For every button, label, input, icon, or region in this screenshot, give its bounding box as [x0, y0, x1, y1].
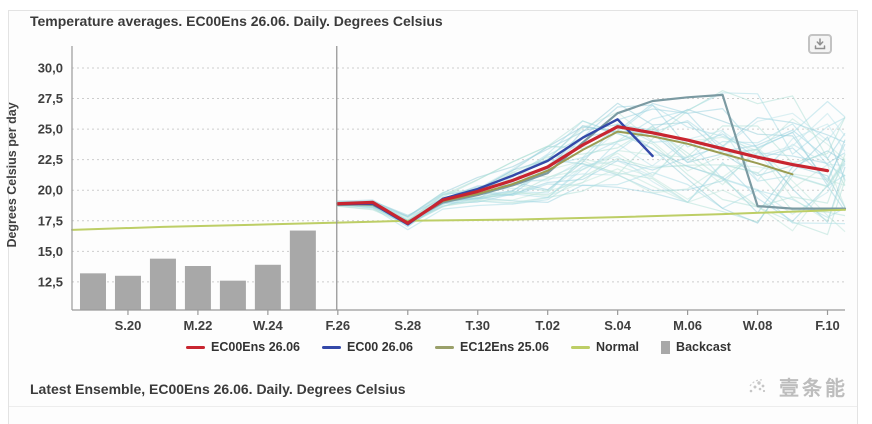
y-tick-label: 12,5 — [38, 274, 63, 289]
legend-item-backcast[interactable]: Backcast — [661, 340, 731, 354]
y-tick-label: 20,0 — [38, 183, 63, 198]
x-tick-label: F.26 — [326, 318, 351, 333]
legend-label: EC00 26.06 — [346, 340, 414, 354]
y-axis-title: Degrees Celsius per day — [5, 102, 19, 247]
x-tick-label: F.10 — [815, 318, 840, 333]
legend-label: EC12Ens 25.06 — [460, 340, 549, 354]
legend-item-ec12ens-25-06[interactable]: EC12Ens 25.06 — [435, 340, 549, 354]
ensemble-member-line[interactable] — [337, 146, 846, 233]
x-tick-label: S.28 — [394, 318, 421, 333]
download-icon — [814, 38, 826, 50]
legend-line-marker — [435, 345, 455, 349]
chart-title: Temperature averages. EC00Ens 26.06. Dai… — [30, 13, 443, 29]
temperature-chart: 30,0 27,5 25,0 22,5 20,0 17,5 15,0 12,5 S.20 M.22… — [5, 46, 847, 333]
y-tick-label: 17,5 — [38, 213, 63, 228]
chart-widget — [8, 10, 858, 424]
backcast-bar[interactable] — [219, 280, 246, 310]
backcast-bar[interactable] — [79, 273, 106, 310]
backcast-bar[interactable] — [114, 275, 141, 310]
legend-bar-marker — [661, 340, 671, 354]
next-section-title: Latest Ensemble, EC00Ens 26.06. Daily. D… — [30, 381, 406, 397]
ensemble-member-line[interactable] — [337, 108, 846, 216]
export-button[interactable] — [808, 34, 832, 54]
y-tick-label: 15,0 — [38, 244, 63, 259]
y-tick-label: 27,5 — [38, 91, 63, 106]
y-tick-label: 25,0 — [38, 122, 63, 137]
legend-item-normal[interactable]: Normal — [570, 340, 640, 354]
y-tick-label: 30,0 — [38, 61, 63, 76]
x-tick-label: S.20 — [115, 318, 142, 333]
x-tick-label: S.04 — [604, 318, 632, 333]
legend-item-ec00-26-06[interactable]: EC00 26.06 — [321, 340, 414, 354]
legend-line-marker — [321, 345, 341, 349]
x-tick-label: M.06 — [673, 318, 702, 333]
backcast-bar[interactable] — [289, 230, 316, 310]
series-ec00ens-26-06[interactable] — [336, 125, 830, 225]
x-tick-label: T.02 — [535, 318, 560, 333]
x-tick-label: W.08 — [743, 318, 773, 333]
brand-logo-icon — [749, 378, 766, 392]
watermark-text: 壹条能 — [779, 376, 848, 400]
watermark: 壹条能 — [746, 372, 848, 401]
x-tick-label: W.24 — [253, 318, 283, 333]
series-normal[interactable] — [71, 208, 846, 231]
legend-label: EC00Ens 26.06 — [211, 340, 300, 354]
legend-item-ec00ens-26-06[interactable]: EC00Ens 26.06 — [186, 340, 300, 354]
x-tick-label: T.30 — [465, 318, 490, 333]
y-tick-label: 22,5 — [38, 152, 63, 167]
legend-line-marker — [570, 345, 590, 349]
legend-line-marker — [186, 345, 206, 349]
backcast-bar[interactable] — [149, 258, 176, 310]
legend-label: Normal — [595, 340, 640, 354]
x-tick-label: M.22 — [183, 318, 212, 333]
section-separator — [9, 406, 857, 407]
ensemble-member-line[interactable] — [337, 119, 846, 231]
backcast-bar[interactable] — [184, 266, 211, 310]
backcast-bar[interactable] — [254, 264, 281, 310]
chart-legend: EC00Ens 26.06 EC00 26.06 EC12Ens 25.06 Norm… — [72, 340, 845, 354]
legend-label: Backcast — [676, 340, 731, 354]
ensemble-member-line[interactable] — [337, 116, 846, 228]
ensemble-member-line[interactable] — [337, 158, 846, 232]
